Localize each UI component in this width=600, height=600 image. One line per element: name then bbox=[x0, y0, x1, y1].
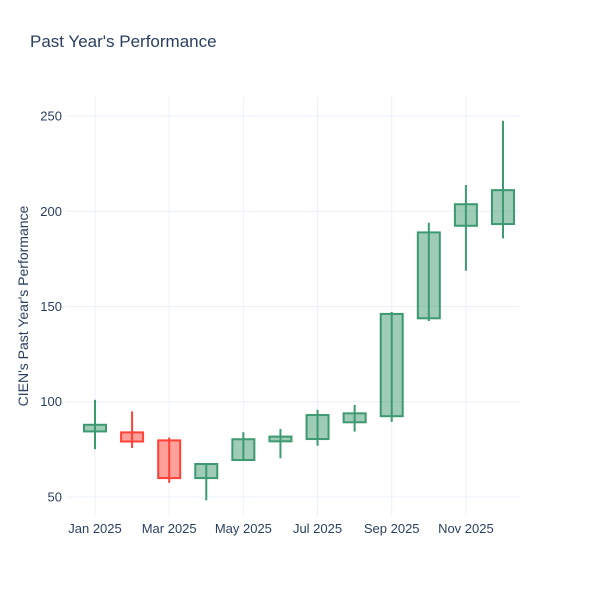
y-tick-label: 50 bbox=[48, 489, 62, 504]
candles bbox=[83, 120, 515, 501]
candle-nov-2025 bbox=[453, 184, 478, 271]
candle-mar-2025 bbox=[157, 437, 182, 483]
candle-body bbox=[194, 463, 219, 480]
candle-sep-2025 bbox=[379, 312, 404, 422]
candle-jul-2025 bbox=[305, 409, 330, 446]
y-tick-label: 250 bbox=[40, 109, 62, 124]
candle-aug-2025 bbox=[342, 404, 367, 432]
candle-body bbox=[453, 203, 478, 227]
candle-body bbox=[83, 423, 107, 433]
candle-dec-2025 bbox=[490, 120, 515, 239]
x-tick-label: Sep 2025 bbox=[364, 521, 420, 536]
candle-body bbox=[305, 414, 330, 441]
candle-body bbox=[416, 231, 441, 320]
candle-apr-2025 bbox=[194, 463, 219, 501]
y-tick-labels: 50 100 150 200 250 bbox=[40, 109, 62, 505]
x-tick-label: Jan 2025 bbox=[68, 521, 122, 536]
candle-body bbox=[379, 312, 404, 418]
candle-oct-2025 bbox=[416, 222, 441, 321]
x-tick-label: Nov 2025 bbox=[438, 521, 494, 536]
candle-feb-2025 bbox=[120, 411, 145, 449]
x-tick-label: May 2025 bbox=[215, 521, 272, 536]
candle-jan-2025 bbox=[83, 399, 107, 450]
candle-body bbox=[490, 189, 515, 226]
candle-jun-2025 bbox=[268, 428, 293, 459]
candle-body bbox=[231, 438, 256, 462]
candle-body bbox=[120, 431, 145, 443]
x-tick-labels: Jan 2025 Mar 2025 May 2025 Jul 2025 Sep 2025… bbox=[68, 521, 493, 536]
y-tick-label: 100 bbox=[40, 394, 62, 409]
candle-body bbox=[157, 439, 182, 480]
chart-title: Past Year's Performance bbox=[30, 32, 217, 51]
gridlines bbox=[66, 97, 520, 516]
candle-body bbox=[342, 412, 367, 424]
y-tick-label: 200 bbox=[40, 204, 62, 219]
candle-body bbox=[268, 435, 293, 443]
y-tick-label: 150 bbox=[40, 299, 62, 314]
candle-may-2025 bbox=[231, 432, 256, 462]
x-tick-label: Mar 2025 bbox=[142, 521, 197, 536]
x-tick-label: Jul 2025 bbox=[293, 521, 342, 536]
